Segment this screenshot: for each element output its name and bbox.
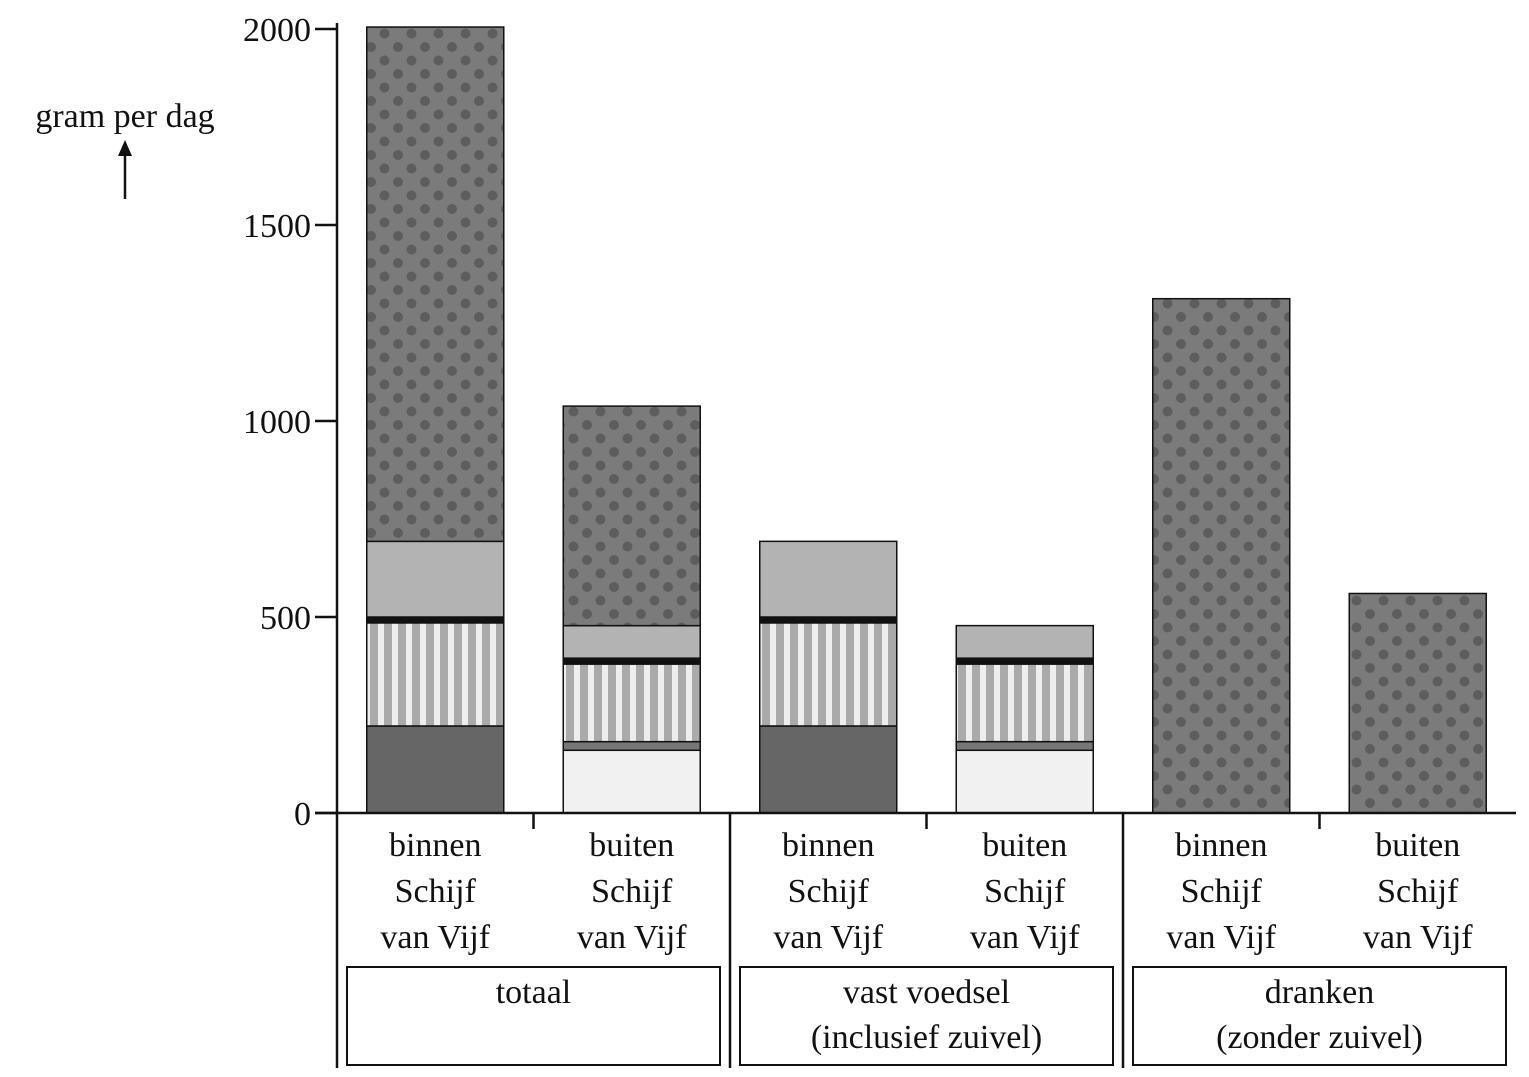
category-label-4-line-2: van Vijf	[1166, 919, 1276, 956]
category-label-3-line-1: Schijf	[984, 873, 1066, 910]
bar-segment-0-segment-6	[367, 541, 504, 617]
bar-segment-0-segment-5	[367, 617, 504, 623]
category-label-5-line-2: van Vijf	[1363, 919, 1473, 956]
category-label-2-line-1: Schijf	[788, 873, 870, 910]
bar-segment-3-segment-5	[956, 658, 1093, 664]
bar-segment-1-segment-3	[563, 742, 700, 751]
bar-segment-1-segment-4	[563, 664, 700, 742]
category-label-0-line-1: Schijf	[395, 873, 477, 910]
y-tick-label-0: 0	[294, 796, 311, 833]
y-tick-label-500: 500	[260, 600, 311, 637]
category-label-0-line-2: van Vijf	[380, 919, 490, 956]
category-label-2-line-2: van Vijf	[773, 919, 883, 956]
category-label-1-line-0: buiten	[589, 827, 674, 864]
bar-segment-3-segment-3	[956, 742, 1093, 751]
category-label-5-line-0: buiten	[1375, 827, 1460, 864]
bar-segment-0-segment-1	[367, 726, 504, 813]
bar-segment-1-segment-5	[563, 658, 700, 664]
bar-segment-2-segment-5	[760, 617, 897, 623]
y-axis-label: gram per dag	[35, 98, 214, 135]
bar-segment-1-segment-2	[563, 750, 700, 813]
bar-segment-0-segment-7	[367, 27, 504, 541]
group-label-2-line-0: dranken	[1265, 974, 1375, 1011]
y-tick-label-1000: 1000	[243, 404, 311, 441]
group-label-1-line-1: (inclusief zuivel)	[811, 1019, 1042, 1056]
bar-segment-2-segment-6	[760, 541, 897, 617]
bar-segment-3-segment-4	[956, 664, 1093, 742]
group-label-0-line-0: totaal	[496, 974, 572, 1011]
bar-segment-2-segment-4	[760, 623, 897, 726]
bar-segment-4-segment-7	[1153, 299, 1290, 813]
category-label-2-line-0: binnen	[782, 827, 875, 864]
y-tick-label-2000: 2000	[243, 12, 311, 49]
bar-segment-2-segment-1	[760, 726, 897, 813]
bar-segment-5-segment-7	[1349, 593, 1486, 813]
y-axis-arrow	[118, 140, 132, 199]
group-label-1-line-0: vast voedsel	[843, 974, 1010, 1011]
bar-segment-3-segment-2	[956, 750, 1093, 813]
group-label-2-line-1: (zonder zuivel)	[1216, 1019, 1423, 1056]
category-label-5-line-1: Schijf	[1377, 873, 1459, 910]
category-label-0-line-0: binnen	[389, 827, 482, 864]
y-tick-label-1500: 1500	[243, 208, 311, 245]
category-label-3-line-2: van Vijf	[970, 919, 1080, 956]
bar-segment-3-segment-6	[956, 626, 1093, 659]
category-label-1-line-1: Schijf	[591, 873, 673, 910]
bar-segment-0-segment-4	[367, 623, 504, 726]
category-label-3-line-0: buiten	[982, 827, 1067, 864]
category-label-4-line-1: Schijf	[1181, 873, 1263, 910]
category-label-4-line-0: binnen	[1175, 827, 1268, 864]
bar-segment-1-segment-7	[563, 406, 700, 626]
stacked-bar-chart: gram per dag 0 500 1000 1500 2000 binnen Schij…	[0, 0, 1529, 1077]
bar-segment-1-segment-6	[563, 626, 700, 659]
category-label-1-line-2: van Vijf	[577, 919, 687, 956]
